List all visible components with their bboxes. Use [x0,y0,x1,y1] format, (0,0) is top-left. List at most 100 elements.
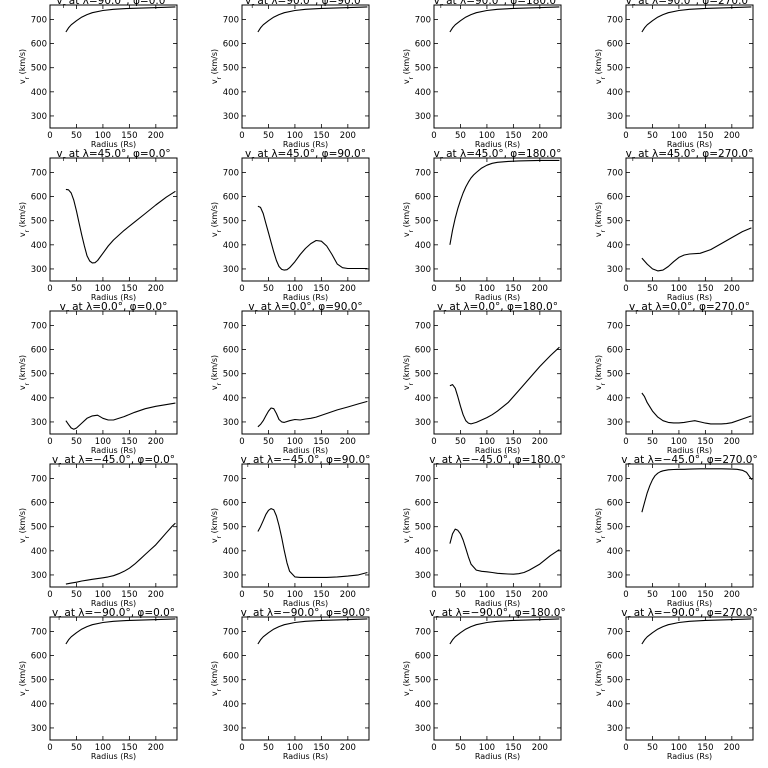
y-tick-label: 600 [607,652,623,662]
y-tick-label: 300 [607,418,623,428]
y-tick-label: 500 [415,370,431,380]
panel-title: vr at λ=0.0°, φ=0.0° [60,301,168,316]
x-tick-label: 200 [340,284,356,294]
x-tick-label: 150 [121,743,137,753]
x-tick-label: 150 [505,284,521,294]
panel-15: vr at λ=−45.0°, φ=180.0° 0 50 100 150 200 300 4… [402,454,566,608]
x-tick-label: 150 [313,590,329,600]
panel-title: vr at λ=0.0°, φ=180.0° [437,301,558,316]
y-tick-label: 500 [31,370,47,380]
y-tick-label: 400 [415,700,431,710]
y-tick-label: 400 [607,394,623,404]
panel-title: vr at λ=−90.0°, φ=270.0° [621,607,757,622]
plot-frame [241,157,370,282]
x-tick-label: 50 [455,590,466,600]
y-tick-label: 600 [31,499,47,509]
y-tick-label: 700 [607,474,623,484]
x-tick-label: 50 [455,284,466,294]
y-tick-label: 400 [31,547,47,557]
x-tick-label: 200 [148,131,164,141]
x-tick-label: 150 [121,131,137,141]
y-tick-label: 400 [223,394,239,404]
x-tick-label: 150 [313,284,329,294]
y-tick-label: 400 [607,700,623,710]
y-axis-label: vr (km/s) [18,508,31,543]
x-tick-label: 200 [148,284,164,294]
y-tick-label: 700 [31,15,47,25]
x-tick-label: 200 [724,743,740,753]
panel-title: vr at λ=45.0°, φ=90.0° [245,148,366,163]
y-tick-label: 600 [31,652,47,662]
panel-20: vr at λ=−90.0°, φ=270.0° 0 50 100 150 200 300 4… [594,607,758,761]
x-tick-label: 100 [95,437,111,447]
x-axis-label: Radius (Rs) [475,599,520,608]
y-tick-label: 300 [223,265,239,275]
plot-frame [625,616,754,741]
velocity-curve [449,618,560,645]
x-tick-label: 200 [532,590,548,600]
y-tick-label: 500 [223,370,239,380]
y-tick-label: 700 [607,15,623,25]
velocity-curve [65,188,176,264]
y-axis-label: vr (km/s) [402,508,415,543]
panel-title: vr at λ=0.0°, φ=90.0° [248,301,362,316]
y-tick-label: 400 [31,700,47,710]
y-tick-label: 600 [31,40,47,50]
y-tick-label: 700 [223,627,239,637]
y-tick-label: 400 [415,88,431,98]
x-tick-label: 100 [287,131,303,141]
x-tick-label: 200 [724,437,740,447]
panel-title: vr at λ=90.0°, φ=0.0° [56,0,170,10]
x-tick-label: 0 [623,743,628,753]
x-tick-label: 0 [47,131,52,141]
panel-3: vr at λ=90.0°, φ=180.0° 0 50 100 150 200 300 40… [402,0,562,149]
y-tick-label: 600 [607,40,623,50]
y-tick-label: 600 [607,499,623,509]
y-tick-label: 500 [415,217,431,227]
x-tick-label: 50 [71,590,82,600]
y-axis-label: vr (km/s) [18,661,31,696]
y-tick-label: 700 [223,15,239,25]
x-tick-label: 0 [431,590,436,600]
velocity-curve [257,205,368,271]
y-tick-label: 600 [607,346,623,356]
y-axis-label: vr (km/s) [594,355,607,390]
panel-19: vr at λ=−90.0°, φ=180.0° 0 50 100 150 200 300 4… [402,607,566,761]
y-tick-label: 700 [415,168,431,178]
y-tick-label: 300 [415,418,431,428]
y-tick-label: 300 [223,571,239,581]
velocity-curve [65,618,176,645]
x-tick-label: 150 [697,437,713,447]
y-tick-label: 300 [31,418,47,428]
x-axis-label: Radius (Rs) [91,140,136,149]
x-tick-label: 200 [340,590,356,600]
panel-title: vr at λ=−45.0°, φ=270.0° [621,454,757,469]
x-tick-label: 150 [313,131,329,141]
velocity-curve [257,400,368,428]
y-axis-label: vr (km/s) [402,355,415,390]
x-axis-label: Radius (Rs) [667,752,712,761]
x-tick-label: 100 [479,743,495,753]
y-tick-label: 700 [31,321,47,331]
y-tick-label: 600 [415,346,431,356]
y-tick-label: 700 [31,627,47,637]
y-tick-label: 400 [607,88,623,98]
y-tick-label: 600 [607,193,623,203]
x-tick-label: 100 [479,284,495,294]
x-tick-label: 100 [95,743,111,753]
velocity-curve [641,6,752,33]
x-tick-label: 0 [431,131,436,141]
panel-12: vr at λ=0.0°, φ=270.0° 0 50 100 150 200 300 400… [594,301,754,455]
x-tick-label: 200 [148,743,164,753]
panel-title: vr at λ=−45.0°, φ=90.0° [241,454,371,469]
y-tick-label: 700 [223,168,239,178]
velocity-curve [65,402,176,430]
plot-frame [241,4,370,129]
panel-7: vr at λ=45.0°, φ=180.0° 0 50 100 150 200 300 40… [402,148,562,302]
x-axis-label: Radius (Rs) [283,752,328,761]
x-axis-label: Radius (Rs) [283,293,328,302]
y-axis-label: vr (km/s) [594,49,607,84]
x-tick-label: 0 [623,590,628,600]
y-tick-label: 300 [31,571,47,581]
panel-title: vr at λ=45.0°, φ=270.0° [626,148,754,163]
